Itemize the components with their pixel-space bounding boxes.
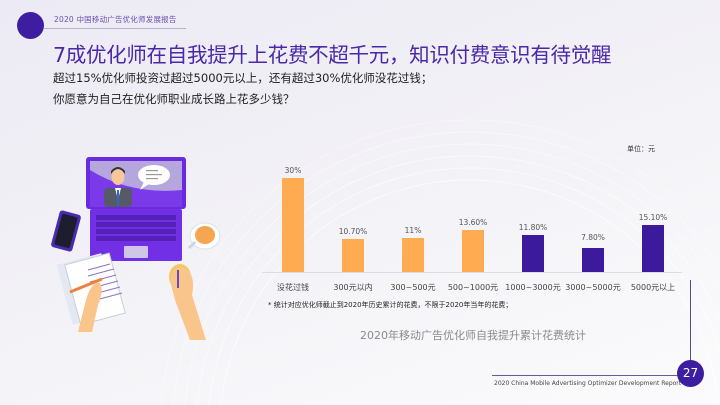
category-label: 300~500元 — [390, 283, 436, 292]
bar-value-label: 30% — [284, 166, 302, 175]
subtitle-line-2: 你愿意为自己在优化师职业成长路上花多少钱？ — [53, 92, 295, 106]
subtitle-line-1: 超过15%优化师投资过超过5000元以上，还有超过30%优化师没花过钱； — [53, 71, 433, 85]
unit-label: 单位：元 — [627, 145, 655, 153]
page-title: 7成优化师在自我提升上花费不超千元，知识付费意识有待觉醒 — [53, 43, 612, 67]
footer-horizontal-line — [492, 375, 682, 376]
bar-value-label: 7.80% — [581, 233, 605, 242]
bar-value-label: 10.70% — [338, 227, 368, 236]
category-label: 300元以内 — [333, 283, 373, 292]
coffee-cup-icon — [187, 222, 221, 250]
page-number-badge: 27 — [677, 360, 704, 387]
document-icon — [56, 252, 126, 326]
bar-500-1000 — [462, 230, 484, 272]
bar-over-5000 — [642, 225, 664, 272]
footer-report-title: 2020 China Mobile Advertising Optimizer … — [494, 380, 682, 387]
bar-no-spend — [282, 178, 304, 272]
bar-value-label: 11% — [404, 226, 422, 235]
bar-1000-3000 — [522, 235, 544, 272]
report-title: 2020 中国移动广告优化师发展报告 — [54, 15, 177, 24]
phone-icon — [51, 210, 81, 252]
header-divider — [44, 28, 186, 29]
category-label: 3000~5000元 — [565, 283, 621, 292]
laptop-icon — [86, 157, 186, 261]
category-label: 5000元以上 — [630, 283, 676, 292]
bar-300-500 — [402, 238, 424, 272]
workspace-illustration — [51, 157, 221, 340]
chart-baseline — [262, 272, 682, 273]
header-dot-icon — [17, 12, 44, 39]
bar-under-300 — [342, 239, 364, 272]
hand-mouse-icon — [169, 264, 206, 340]
bar-value-label: 15.10% — [638, 213, 668, 222]
bar-value-label: 13.60% — [458, 218, 488, 227]
footer-vertical-line — [690, 280, 691, 362]
category-label: 没花过钱 — [277, 283, 309, 292]
chart-footnote: * 统计对应优化师截止到2020年历史累计的花费，不限于2020年当年的花费； — [268, 301, 513, 309]
category-label: 1000~3000元 — [505, 283, 561, 292]
chart-title: 2020年移动广告优化师自我提升累计花费统计 — [360, 329, 586, 342]
category-label: 500~1000元 — [447, 283, 499, 292]
bar-3000-5000 — [582, 248, 604, 272]
hand-pencil-icon — [69, 277, 103, 332]
bar-value-label: 11.80% — [518, 223, 548, 232]
